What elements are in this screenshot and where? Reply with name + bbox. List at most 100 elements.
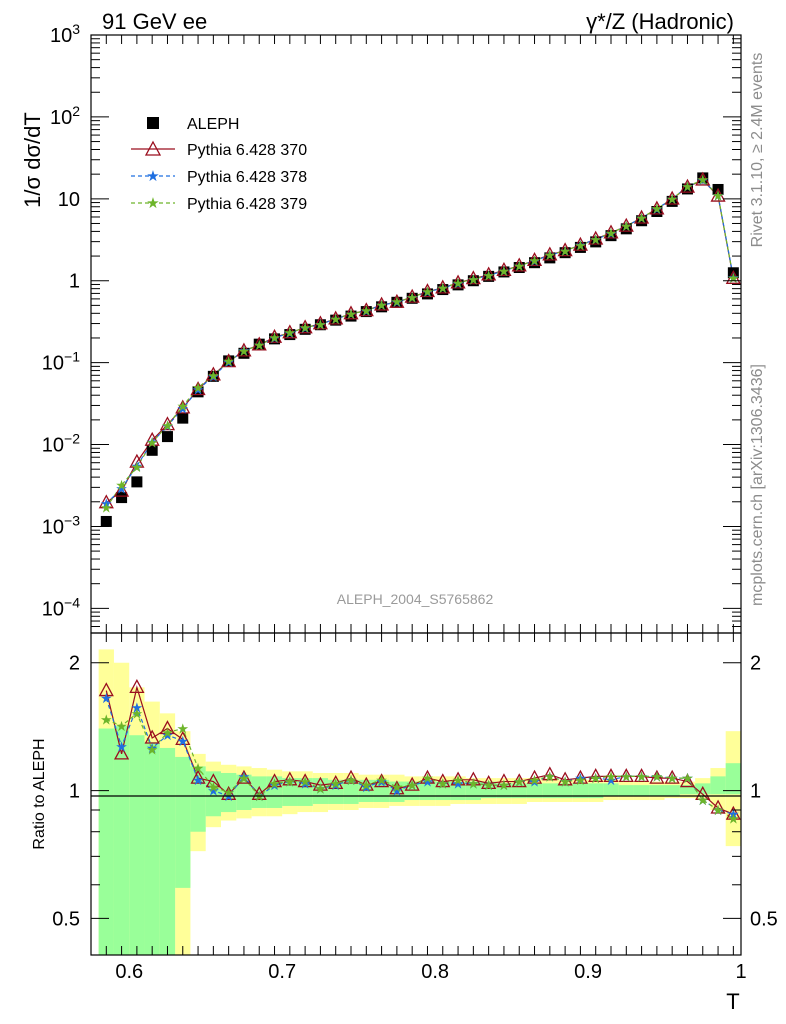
ratio-pythia-379-point: ★ (284, 775, 297, 791)
pythia-370-point (343, 305, 359, 320)
header-right-text: γ*/Z (Hadronic) (586, 9, 734, 34)
aleph-data-point (391, 296, 403, 308)
pythia-379-point: ★ (176, 399, 189, 415)
pythia-378-point: ★ (559, 244, 572, 260)
pythia-379-point: ★ (131, 460, 144, 476)
ratio-pythia-370-point (496, 773, 512, 788)
pythia-370-point (159, 416, 176, 431)
ratio-pythia-378-point: ★ (513, 775, 526, 791)
pythia-378-point: ★ (666, 192, 679, 208)
ratio-pythia-378-point: ★ (100, 691, 113, 707)
aleph-data-point (177, 412, 189, 424)
band-stat-bin (725, 763, 741, 795)
pythia-379-point: ★ (559, 244, 572, 260)
ratio-pythia-378-point: ★ (360, 780, 373, 796)
ratio-pythia-379-point: ★ (406, 778, 419, 794)
aleph-data-point (146, 444, 158, 456)
ratio-pythia-379-point: ★ (238, 771, 251, 787)
pythia-378-point: ★ (100, 497, 113, 513)
pythia-370-point (113, 482, 130, 497)
ratio-pythia-378-point: ★ (620, 769, 633, 785)
ratio-pythia-379-point: ★ (360, 778, 373, 794)
pythia-370-point (557, 242, 573, 257)
ratio-pythia-370-point (603, 768, 619, 783)
ratio-pythia-379-point: ★ (574, 773, 587, 789)
ratio-pythia-379-point: ★ (314, 782, 327, 798)
ratio-pythia-370-point (572, 769, 589, 784)
pythia-378-point: ★ (544, 248, 557, 264)
ratio-pythia-379-point: ★ (268, 776, 281, 792)
x-tick-label: 0.7 (268, 961, 296, 983)
aleph-data-point (131, 476, 143, 488)
ratio-pythia-379-point: ★ (100, 713, 113, 729)
ratio-pythia-379-point: ★ (421, 771, 434, 787)
aleph-data-point (697, 172, 709, 184)
pythia-379-point: ★ (452, 276, 465, 292)
ratio-line-pythia-378 (105, 698, 734, 815)
pythia-378-point: ★ (421, 285, 434, 301)
ratio-pythia-370-point (450, 771, 466, 786)
ratio-pythia-378-point: ★ (482, 778, 495, 794)
pythia-378-point: ★ (131, 459, 144, 475)
aleph-data-point (666, 195, 678, 207)
ratio-pythia-370-point (679, 773, 696, 788)
pythia-378-point: ★ (207, 369, 220, 385)
aleph-data-point (620, 223, 632, 235)
ratio-pythia-378-point: ★ (452, 776, 465, 792)
ratio-pythia-370-point (328, 774, 344, 789)
aleph-data-point (605, 230, 617, 242)
pythia-379-point: ★ (605, 226, 618, 242)
ratio-y-tick-label-left: 0.5 (52, 908, 80, 930)
ratio-pythia-378-point: ★ (605, 773, 618, 789)
pythia-370-point (175, 399, 191, 414)
pythia-379-point: ★ (146, 435, 159, 451)
ratio-pythia-370-point (221, 785, 237, 800)
pythia-379-point: ★ (436, 281, 449, 297)
aleph-data-point (483, 270, 495, 282)
pythia-379-point: ★ (681, 180, 694, 196)
band-stat-bin (588, 783, 604, 799)
side-text-rivet: Rivet 3.1.10, ≥ 2.4M events (749, 53, 766, 248)
ratio-pythia-379-point: ★ (375, 773, 388, 789)
ratio-pythia-370-point (98, 682, 114, 697)
legend-marker-370 (144, 140, 162, 156)
pythia-370-point (236, 342, 252, 357)
pythia-370-point (435, 279, 451, 294)
band-stat-bin (159, 747, 176, 955)
ratio-y-tick-label-right: 1 (750, 781, 761, 803)
ratio-pythia-370-point (710, 799, 726, 814)
ratio-pythia-370-point (542, 766, 558, 781)
ratio-pythia-378-point: ★ (544, 769, 557, 785)
pythia-378-point: ★ (605, 227, 618, 243)
ratio-pythia-378-point: ★ (651, 769, 664, 785)
band-stat-bin (679, 785, 696, 795)
ratio-pythia-370-point (404, 776, 420, 791)
ratio-pythia-378-point: ★ (161, 728, 174, 744)
pythia-370-point (542, 246, 558, 261)
ratio-pythia-370-point (419, 769, 436, 784)
pythia-370-point (205, 366, 221, 381)
ratio-pythia-378-point: ★ (222, 789, 235, 805)
pythia-378-point: ★ (467, 272, 480, 288)
ratio-pythia-378-point: ★ (421, 775, 434, 791)
x-tick-label: 0.9 (574, 961, 602, 983)
main-y-tick-label: 10−2 (42, 431, 80, 457)
ratio-pythia-378-point: ★ (146, 741, 159, 757)
aleph-data-point (544, 252, 556, 264)
pythia-379-point: ★ (574, 238, 587, 254)
ratio-y-tick-label-left: 1 (69, 781, 80, 803)
ratio-pythia-379-point: ★ (605, 769, 618, 785)
pythia-370-point (572, 236, 589, 251)
band-stat-bin (618, 785, 634, 797)
legend-label-aleph: ALEPH (187, 116, 239, 133)
ratio-pythia-379-point: ★ (712, 803, 725, 819)
pythia-378-point: ★ (284, 326, 297, 342)
ratio-pythia-370-point (511, 773, 527, 788)
ratio-pythia-379-point: ★ (345, 773, 358, 789)
pythia-379-point: ★ (696, 173, 709, 189)
main-y-tick-label: 103 (50, 21, 80, 47)
pythia-378-point: ★ (574, 238, 587, 254)
pythia-370-point (251, 336, 267, 351)
ratio-pythia-370-point (526, 769, 543, 784)
pythia-378-point: ★ (696, 173, 709, 189)
